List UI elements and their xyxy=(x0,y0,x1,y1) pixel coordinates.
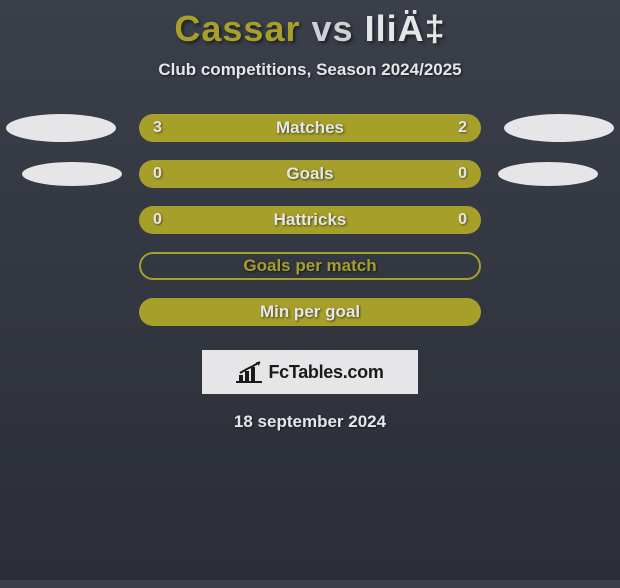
stat-row-matches: 3 Matches 2 xyxy=(0,114,620,142)
stat-row-mpg: Min per goal xyxy=(0,298,620,326)
goals-right-value: 0 xyxy=(458,165,467,183)
mpg-label: Min per goal xyxy=(260,302,360,322)
player1-avatar xyxy=(6,114,116,142)
date-text: 18 september 2024 xyxy=(0,412,620,432)
player1-name: Cassar xyxy=(174,8,300,49)
matches-label: Matches xyxy=(276,118,344,138)
player2-avatar-small xyxy=(498,162,598,186)
player2-name: IliÄ‡ xyxy=(365,8,446,49)
stats-area: 3 Matches 2 0 Goals 0 0 Hattricks 0 xyxy=(0,114,620,326)
page-title: Cassar vs IliÄ‡ xyxy=(0,8,620,50)
goals-label: Goals xyxy=(286,164,333,184)
subtitle: Club competitions, Season 2024/2025 xyxy=(0,60,620,80)
player1-avatar-small xyxy=(22,162,122,186)
site-logo[interactable]: FcTables.com xyxy=(202,350,418,394)
hattricks-right-value: 0 xyxy=(458,211,467,229)
player2-avatar xyxy=(504,114,614,142)
goals-left-value: 0 xyxy=(153,165,162,183)
pill-goals: 0 Goals 0 xyxy=(139,160,481,188)
pill-gpm: Goals per match xyxy=(139,252,481,280)
matches-right-value: 2 xyxy=(458,119,467,137)
hattricks-label: Hattricks xyxy=(274,210,347,230)
logo-text: FcTables.com xyxy=(268,362,383,383)
chart-icon xyxy=(236,361,262,383)
vs-text: vs xyxy=(312,8,354,49)
hattricks-left-value: 0 xyxy=(153,211,162,229)
stat-row-gpm: Goals per match xyxy=(0,252,620,280)
stat-row-goals: 0 Goals 0 xyxy=(0,160,620,188)
gpm-label: Goals per match xyxy=(243,256,376,276)
pill-hattricks: 0 Hattricks 0 xyxy=(139,206,481,234)
pill-matches: 3 Matches 2 xyxy=(139,114,481,142)
matches-left-value: 3 xyxy=(153,119,162,137)
pill-mpg: Min per goal xyxy=(139,298,481,326)
stat-row-hattricks: 0 Hattricks 0 xyxy=(0,206,620,234)
